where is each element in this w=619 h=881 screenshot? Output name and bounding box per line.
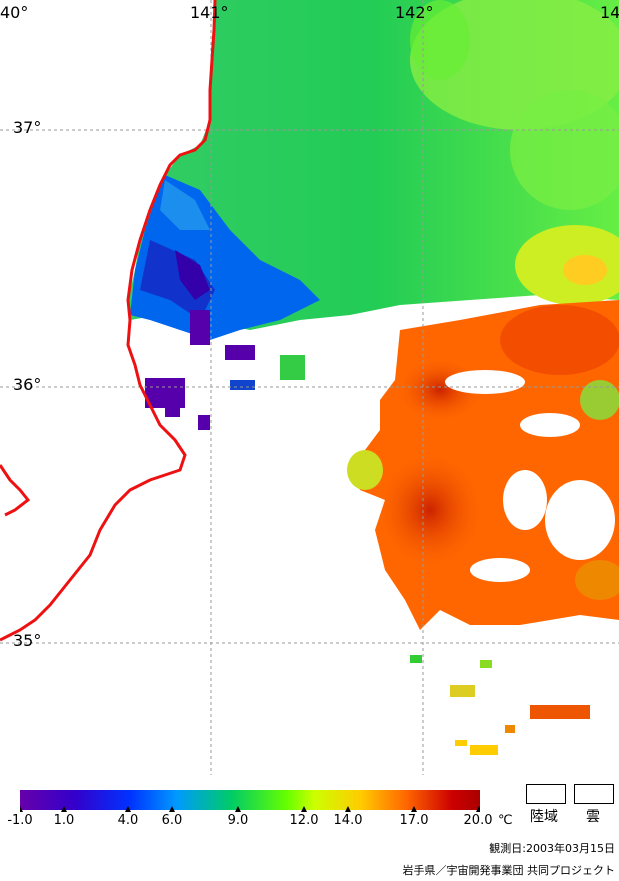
land-legend-label: 陸域: [530, 809, 558, 825]
colorbar-tick-label: 9.0: [227, 813, 249, 828]
colorbar-tick-label: 4.0: [117, 813, 139, 828]
colorbar-tick-label: 20.0: [463, 813, 493, 828]
colorbar-tick-marks: [20, 806, 480, 812]
colorbar-tick-label: 6.0: [161, 813, 183, 828]
land-legend-swatch: [526, 784, 566, 804]
lon-label-140: 40°: [0, 3, 29, 22]
observation-date: 観測日:2003年03月15日: [489, 842, 615, 855]
colorbar-tick-label: 12.0: [289, 813, 319, 828]
cloud-legend-swatch: [574, 784, 614, 804]
lon-label-141: 141°: [190, 3, 229, 22]
credit-text: 岩手県／宇宙開発事業団 共同プロジェクト: [402, 864, 616, 877]
colorbar-tick-label: 1.0: [53, 813, 75, 828]
coastline: [0, 0, 217, 642]
graticule: [0, 0, 619, 775]
temperature-colorbar: [20, 790, 480, 810]
colorbar-tick-label: 14.0: [333, 813, 363, 828]
cloud-legend-label: 雲: [586, 809, 600, 825]
lat-label-37: 37°: [13, 118, 42, 137]
lat-label-36: 36°: [13, 375, 42, 394]
colorbar-tick-label: 17.0: [399, 813, 429, 828]
sea-surface-temperature-map: [0, 0, 619, 775]
lon-label-143: 14: [600, 3, 619, 22]
lat-label-35: 35°: [13, 631, 42, 650]
colorbar-tick-label: -1.0: [7, 813, 33, 828]
lon-label-142: 142°: [395, 3, 434, 22]
colorbar-unit: ℃: [498, 813, 513, 828]
